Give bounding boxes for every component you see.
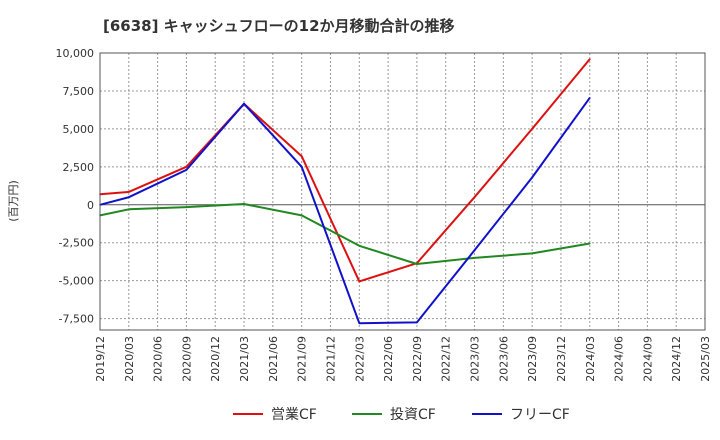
- data-point: [128, 191, 130, 193]
- y-tick-label: 10,000: [56, 47, 95, 60]
- series-line-3: [99, 97, 591, 325]
- x-tick-label: 2021/09: [296, 336, 309, 382]
- data-point: [473, 196, 476, 198]
- data-point: [473, 249, 476, 252]
- x-tick-label: 2022/09: [411, 336, 424, 382]
- x-axis: 2019/12 2020/03 2020/06 2020/09 2020/12 2021/…: [94, 336, 712, 382]
- x-tick-label: 2023/06: [497, 336, 510, 382]
- x-tick-label: 2020/09: [180, 336, 193, 382]
- y-tick-label: -7,500: [59, 313, 94, 326]
- x-tick-label: 2021/06: [267, 336, 280, 382]
- legend: 営業CF 投資CF フリーCF: [233, 407, 570, 423]
- y-tick-label: 7,500: [63, 85, 95, 98]
- x-tick-label: 2024/03: [584, 336, 597, 382]
- data-point: [531, 252, 533, 255]
- x-tick-label: 2025/03: [699, 336, 712, 382]
- series-line-1: [99, 58, 591, 283]
- data-point: [300, 214, 303, 217]
- data-point: [416, 263, 418, 265]
- x-tick-label: 2020/03: [123, 336, 136, 382]
- x-tick-label: 2023/12: [555, 336, 568, 382]
- data-point: [300, 166, 303, 168]
- x-tick-label: 2024/12: [670, 336, 683, 382]
- y-axis-label: (百万円): [7, 180, 20, 222]
- data-point: [243, 203, 245, 205]
- x-tick-label: 2023/09: [526, 336, 539, 382]
- x-tick-label: 2023/03: [469, 336, 482, 382]
- y-axis: 10,000 7,500 5,000 2,500 0 -2,500 -5,000 -7,500: [56, 47, 95, 326]
- y-tick-label: 5,000: [63, 123, 95, 136]
- x-tick-label: 2024/06: [613, 336, 626, 382]
- x-tick-label: 2021/03: [238, 336, 251, 382]
- series-line-2: [99, 203, 590, 265]
- series-lines: [99, 58, 591, 325]
- data-point: [588, 242, 591, 245]
- x-tick-label: 2020/06: [152, 336, 165, 382]
- data-point: [128, 196, 130, 198]
- data-point: [185, 169, 188, 171]
- data-point: [531, 176, 533, 179]
- data-point: [473, 257, 476, 259]
- y-tick-label: 2,500: [63, 161, 95, 174]
- data-point: [358, 244, 361, 247]
- y-tick-label: -2,500: [59, 237, 94, 250]
- chart-title: [6638] キャッシュフローの12か月移動合計の推移: [103, 17, 455, 35]
- x-tick-label: 2022/03: [353, 336, 366, 382]
- data-point: [416, 321, 418, 324]
- x-tick-label: 2024/09: [641, 336, 654, 382]
- data-point: [531, 128, 533, 130]
- data-point: [185, 166, 188, 168]
- grid: [100, 52, 705, 330]
- data-point: [128, 208, 130, 211]
- x-tick-label: 2019/12: [94, 336, 107, 382]
- x-tick-label: 2021/12: [324, 336, 337, 382]
- data-point: [243, 103, 245, 105]
- legend-label: 投資CF: [390, 407, 436, 423]
- x-tick-label: 2022/12: [440, 336, 453, 382]
- legend-label: フリーCF: [510, 407, 570, 423]
- y-tick-label: -5,000: [59, 275, 94, 288]
- data-point: [358, 280, 361, 283]
- data-point: [588, 96, 591, 99]
- x-tick-label: 2020/12: [209, 336, 222, 382]
- data-point: [300, 155, 303, 158]
- data-point: [588, 58, 591, 60]
- data-point: [358, 322, 361, 324]
- data-point: [185, 206, 188, 208]
- plot-frame: [99, 52, 706, 331]
- y-tick-label: 0: [87, 199, 94, 212]
- x-tick-label: 2022/06: [382, 336, 395, 382]
- legend-label: 営業CF: [271, 407, 317, 423]
